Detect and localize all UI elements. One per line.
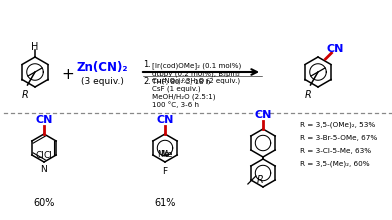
Text: N: N [41,165,47,174]
Text: R: R [22,90,29,100]
Text: CN: CN [35,115,53,125]
Text: H: H [31,42,39,52]
Text: [Ir(cod)OMe]₂ (0.1 mol%): [Ir(cod)OMe]₂ (0.1 mol%) [152,62,241,69]
Text: (3 equiv.): (3 equiv.) [81,77,123,86]
Text: R = 3,5-(OMe)₂, 53%: R = 3,5-(OMe)₂, 53% [300,122,375,128]
Text: 100 °C, 3-6 h: 100 °C, 3-6 h [152,101,199,108]
Text: CN: CN [327,44,344,55]
Text: Cl: Cl [43,150,52,160]
Text: MeOH/H₂O (2.5:1): MeOH/H₂O (2.5:1) [152,93,216,99]
Text: F: F [162,167,167,176]
Text: R = 3-Br-5-OMe, 67%: R = 3-Br-5-OMe, 67% [300,135,377,141]
Text: Cu(NO₃)₂.3H₂O (2 equiv.): Cu(NO₃)₂.3H₂O (2 equiv.) [152,77,240,84]
Text: 1.: 1. [143,60,151,69]
Text: CN: CN [156,115,174,125]
Text: R: R [305,90,312,100]
Text: Me: Me [161,150,173,158]
Text: Zn(CN)₂: Zn(CN)₂ [76,61,128,73]
Text: 2.: 2. [143,77,151,86]
Text: CsF (1 equiv.): CsF (1 equiv.) [152,85,201,92]
Text: CN: CN [254,110,272,120]
Text: R = 3-Cl-5-Me, 63%: R = 3-Cl-5-Me, 63% [300,148,371,154]
Text: +: + [62,66,74,81]
Text: dtbpy (0.2 mol%), B₂pin₂: dtbpy (0.2 mol%), B₂pin₂ [152,70,240,77]
Text: R = 3,5-(Me)₂, 60%: R = 3,5-(Me)₂, 60% [300,161,370,167]
Text: 60%: 60% [33,198,55,208]
Text: Me: Me [157,150,169,158]
Text: Cl: Cl [36,150,45,160]
Text: THF, 80 °C, 18 h: THF, 80 °C, 18 h [152,78,210,85]
Text: R: R [257,175,264,185]
Text: 61%: 61% [154,198,176,208]
